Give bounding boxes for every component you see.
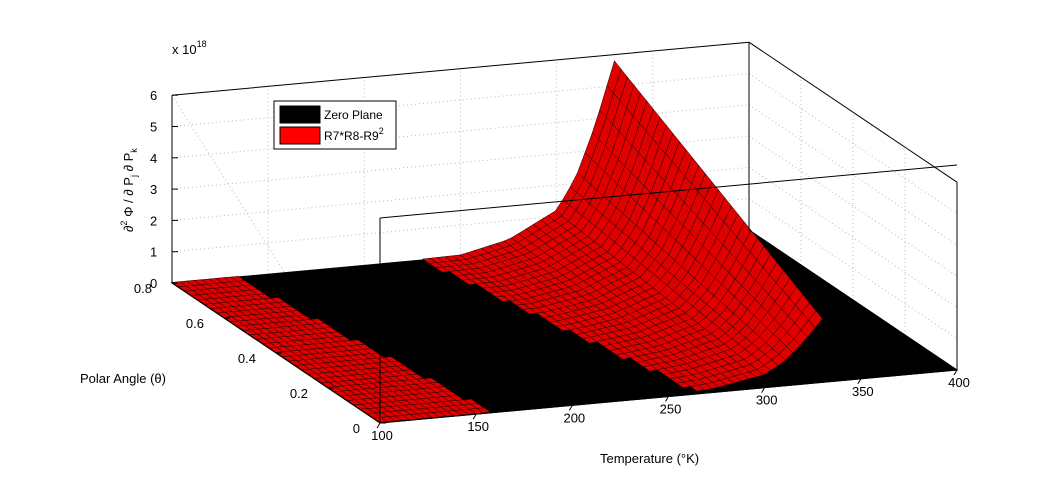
z-axis-label: ∂2 Φ / ∂ Pj ∂ Pk	[119, 148, 139, 232]
legend-swatch-zero-plane	[280, 106, 320, 123]
legend: Zero Plane R7*R8-R92	[274, 101, 396, 149]
x-tick-label: 200	[563, 410, 585, 425]
y-tick-label: 0.8	[134, 281, 152, 296]
x-tick-label: 150	[467, 419, 489, 434]
z-tick-label: 1	[150, 245, 157, 260]
legend-label-r-series: R7*R8-R92	[324, 126, 384, 143]
z-tick-label: 5	[150, 120, 157, 135]
legend-swatch-r-series	[280, 127, 320, 144]
z-tick-label: 2	[150, 213, 157, 228]
y-tick-label: 0.6	[186, 316, 204, 331]
z-tick-label: 6	[150, 88, 157, 103]
y-tick-label: 0.2	[290, 386, 308, 401]
legend-label-zero-plane: Zero Plane	[324, 108, 383, 122]
z-tick-label: 4	[150, 151, 157, 166]
z-tick-label: 3	[150, 182, 157, 197]
x-tick-label: 400	[948, 375, 970, 390]
y-axis-label: Polar Angle (θ)	[80, 371, 166, 386]
x-tick-label: 300	[756, 393, 778, 408]
z-multiplier: x 1018	[172, 39, 207, 57]
y-tick-label: 0	[353, 421, 360, 436]
x-tick-label: 350	[852, 384, 874, 399]
y-tick-label: 0.4	[238, 351, 256, 366]
x-axis-label: Temperature (°K)	[600, 451, 699, 466]
top-edge-back	[172, 42, 749, 95]
top-edge-right	[749, 42, 957, 182]
x-tick-label: 100	[371, 428, 393, 443]
x-tick-label: 250	[660, 402, 682, 417]
